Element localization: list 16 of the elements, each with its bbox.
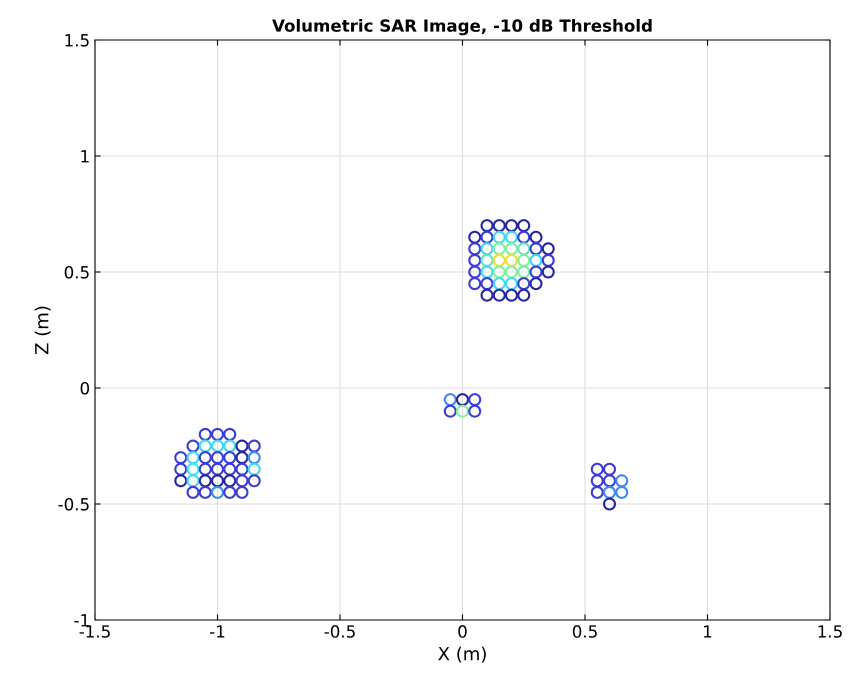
x-axis-title: X (m) [438,646,486,663]
x-tick-label: 0.5 [572,625,597,638]
y-axis-title: Z (m) [34,306,51,354]
chart-title: Volumetric SAR Image, -10 dB Threshold [272,19,652,36]
y-tick-label: 1 [81,150,89,162]
x-tick-label: -0.5 [324,625,355,638]
x-tick-label: 0 [458,625,467,638]
x-tick-label: -1.5 [80,625,110,638]
x-tick-label: -1 [210,625,224,638]
x-tick-label: 1.5 [818,625,842,638]
y-tick-label: -0.5 [58,498,89,511]
y-tick-label: 1.5 [65,34,89,47]
y-tick-label: 0.5 [64,266,89,279]
y-tick-label: -1 [74,614,89,626]
y-tick-label: 0 [80,382,90,395]
x-tick-label: 1 [704,625,712,638]
